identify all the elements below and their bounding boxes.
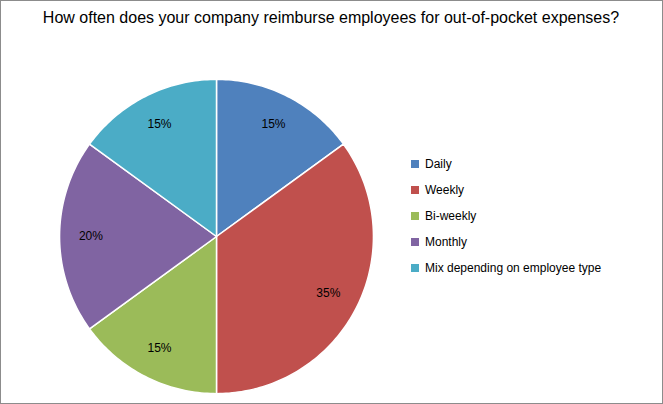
html-text:Mix depending on employee type: Mix depending on employee type xyxy=(425,261,602,275)
svg-text:15%: 15% xyxy=(261,117,285,131)
html-text:Weekly: Weekly xyxy=(425,183,465,197)
html-text:Bi-weekly: Bi-weekly xyxy=(425,209,477,223)
html-text:Monthly: Monthly xyxy=(425,235,467,249)
html-text:How often does your company re: How often does your company reimburse em… xyxy=(42,9,620,26)
svg-text:35%: 35% xyxy=(316,286,340,300)
svg-text:15%: 15% xyxy=(147,341,171,355)
svg-text:20%: 20% xyxy=(79,229,103,243)
svg-text:15%: 15% xyxy=(147,117,171,131)
html-text:Daily: Daily xyxy=(425,157,452,171)
